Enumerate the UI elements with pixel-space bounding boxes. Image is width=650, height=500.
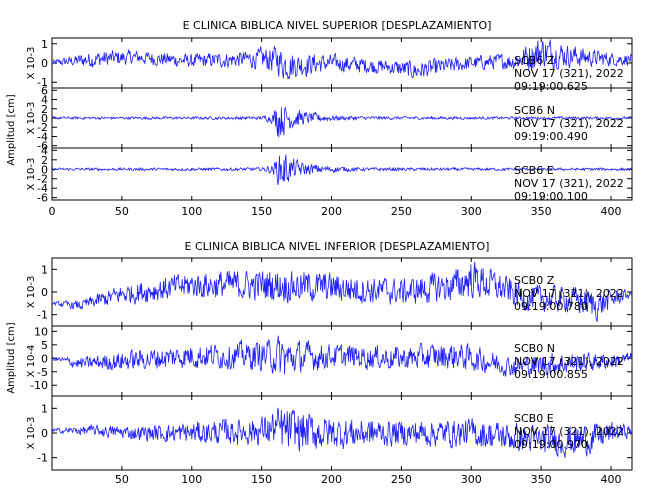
station-label: SCB6 Z (514, 54, 555, 67)
y-tick-label: 2 (41, 154, 48, 167)
y-tick-label: 0 (41, 57, 48, 70)
y-tick-label: -2 (37, 121, 48, 134)
y-tick-label: 4 (41, 144, 48, 157)
y-tick-label: -4 (37, 182, 48, 195)
x-tick-label: 150 (251, 473, 272, 486)
station-label: SCB6 E (514, 164, 554, 177)
y-tick-label: 0 (41, 286, 48, 299)
station-label: SCB0 E (514, 412, 554, 425)
x-tick-label: 200 (321, 473, 342, 486)
x-tick-label: 300 (461, 205, 482, 218)
waveform-trace (51, 39, 633, 80)
station-label: SCB0 N (514, 342, 555, 355)
x-tick-label: 100 (181, 205, 202, 218)
x-tick-label: 250 (391, 473, 412, 486)
scale-label: X 10-4 (26, 345, 37, 378)
x-tick-label: 150 (251, 205, 272, 218)
waveform-trace (51, 261, 633, 323)
time-label: 09:19:00.970 (514, 438, 588, 451)
x-tick-label: 50 (115, 473, 129, 486)
y-tick-label: 0 (41, 352, 48, 365)
time-label: 09:19:00.780 (514, 300, 588, 313)
y-axis-label: Amplitud [cm] (6, 94, 17, 165)
waveform-trace (51, 154, 633, 185)
y-tick-label: 2 (41, 103, 48, 116)
x-tick-label: 300 (461, 473, 482, 486)
y-tick-label: 0 (41, 112, 48, 125)
y-tick-label: -5 (37, 366, 48, 379)
time-label: 09:19:00.625 (514, 80, 588, 93)
y-tick-label: 4 (41, 94, 48, 107)
y-tick-label: -2 (37, 173, 48, 186)
time-label: 09:19:00.100 (514, 190, 588, 203)
x-tick-label: 350 (531, 205, 552, 218)
y-tick-label: 0 (41, 427, 48, 440)
y-tick-label: 5 (41, 339, 48, 352)
y-tick-label: -1 (37, 309, 48, 322)
date-label: NOV 17 (321), 2022 (514, 177, 624, 190)
y-tick-label: -10 (30, 379, 48, 392)
chart-title-inferior: E CLINICA BIBLICA NIVEL INFERIOR [DESPLA… (185, 240, 490, 253)
date-label: NOV 17 (321), 2022 (514, 67, 624, 80)
date-label: NOV 17 (321), 2022 (514, 355, 624, 368)
y-tick-label: 6 (41, 84, 48, 97)
x-tick-label: 250 (391, 205, 412, 218)
x-tick-label: 200 (321, 205, 342, 218)
scale-label: X 10-3 (26, 158, 37, 191)
y-tick-label: 1 (41, 402, 48, 415)
chart-title-superior: E CLINICA BIBLICA NIVEL SUPERIOR [DESPLA… (183, 19, 492, 32)
waveform-trace (51, 407, 633, 458)
y-tick-label: -1 (37, 76, 48, 89)
x-tick-label: 350 (531, 473, 552, 486)
date-label: NOV 17 (321), 2022 (514, 425, 624, 438)
y-tick-label: -1 (37, 452, 48, 465)
x-tick-label: 50 (115, 205, 129, 218)
y-tick-label: -6 (37, 140, 48, 153)
time-label: 09:19:00.490 (514, 130, 588, 143)
y-axis-label: Amplitud [cm] (6, 322, 17, 393)
time-label: 09:19:00.855 (514, 368, 588, 381)
date-label: NOV 17 (321), 2022 (514, 117, 624, 130)
y-tick-label: 1 (41, 263, 48, 276)
waveform-trace (51, 107, 633, 138)
y-tick-label: 1 (41, 38, 48, 51)
scale-label: X 10-3 (26, 102, 37, 135)
x-tick-label: 400 (601, 205, 622, 218)
x-tick-label: 100 (181, 473, 202, 486)
y-tick-label: -4 (37, 130, 48, 143)
scale-label: X 10-3 (26, 417, 37, 450)
y-tick-label: 0 (41, 163, 48, 176)
y-tick-label: -6 (37, 192, 48, 205)
scale-label: X 10-3 (26, 47, 37, 80)
x-tick-label: 0 (49, 205, 56, 218)
date-label: NOV 17 (321), 2022 (514, 287, 624, 300)
station-label: SCB0 Z (514, 274, 555, 287)
waveform-trace (51, 335, 633, 377)
x-tick-label: 400 (601, 473, 622, 486)
scale-label: X 10-3 (26, 276, 37, 309)
panel-frame (51, 147, 633, 201)
y-tick-label: 10 (34, 325, 48, 338)
station-label: SCB6 N (514, 104, 555, 117)
